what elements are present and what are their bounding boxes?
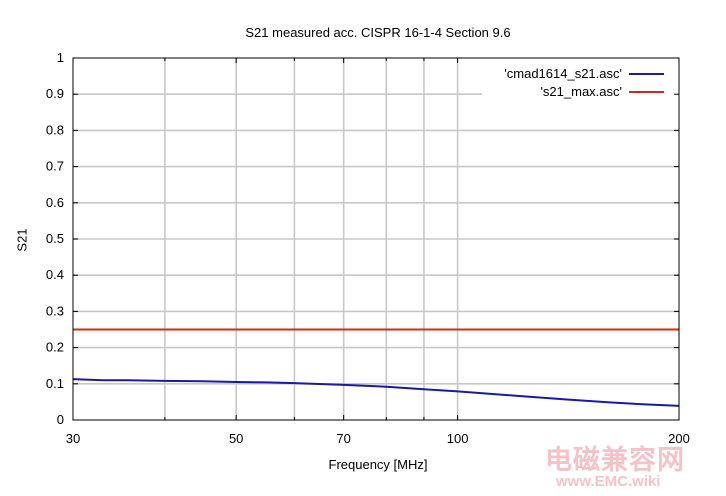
y-tick-label: 0.4 [46, 267, 64, 282]
axis-ticks: 0 0.1 0.2 0.3 0.4 0.5 0.6 0.7 0.8 0.9 1 30 50 70 100 20… [46, 50, 690, 446]
y-tick-label: 0.3 [46, 303, 64, 318]
y-tick-label: 0.1 [46, 376, 64, 391]
y-tick-label: 0.8 [46, 122, 64, 137]
series-lines [72, 328, 680, 407]
watermark-logo-text: 电磁兼容网 [545, 445, 685, 475]
legend: 'cmad1614_s21.asc' 's21_max.asc' [504, 66, 664, 99]
x-tick-label: 100 [447, 431, 469, 446]
watermark-url: www.EMC.wiki [556, 473, 661, 490]
x-tick-label: 50 [229, 431, 243, 446]
y-tick-label: 0.6 [46, 195, 64, 210]
x-tick-label: 70 [336, 431, 350, 446]
x-tick-label: 200 [668, 431, 690, 446]
y-axis-label: S21 [14, 228, 30, 252]
legend-label: 'cmad1614_s21.asc' [504, 66, 622, 81]
y-tick-label: 0.2 [46, 340, 64, 355]
y-tick-label: 0 [57, 412, 64, 427]
x-axis-label: Frequency [MHz] [328, 457, 428, 472]
plot-frame [72, 57, 680, 421]
y-tick-label: 1 [57, 50, 64, 65]
chart-title: S21 measured acc. CISPR 16-1-4 Section 9… [245, 25, 511, 40]
series-line-1 [72, 378, 680, 407]
y-tick-label: 0.7 [46, 159, 64, 174]
y-tick-label: 0.5 [46, 231, 64, 246]
y-tick-label: 0.9 [46, 86, 64, 101]
grid-lines [73, 58, 679, 420]
x-tick-label: 30 [66, 431, 80, 446]
legend-label: 's21_max.asc' [540, 84, 622, 99]
